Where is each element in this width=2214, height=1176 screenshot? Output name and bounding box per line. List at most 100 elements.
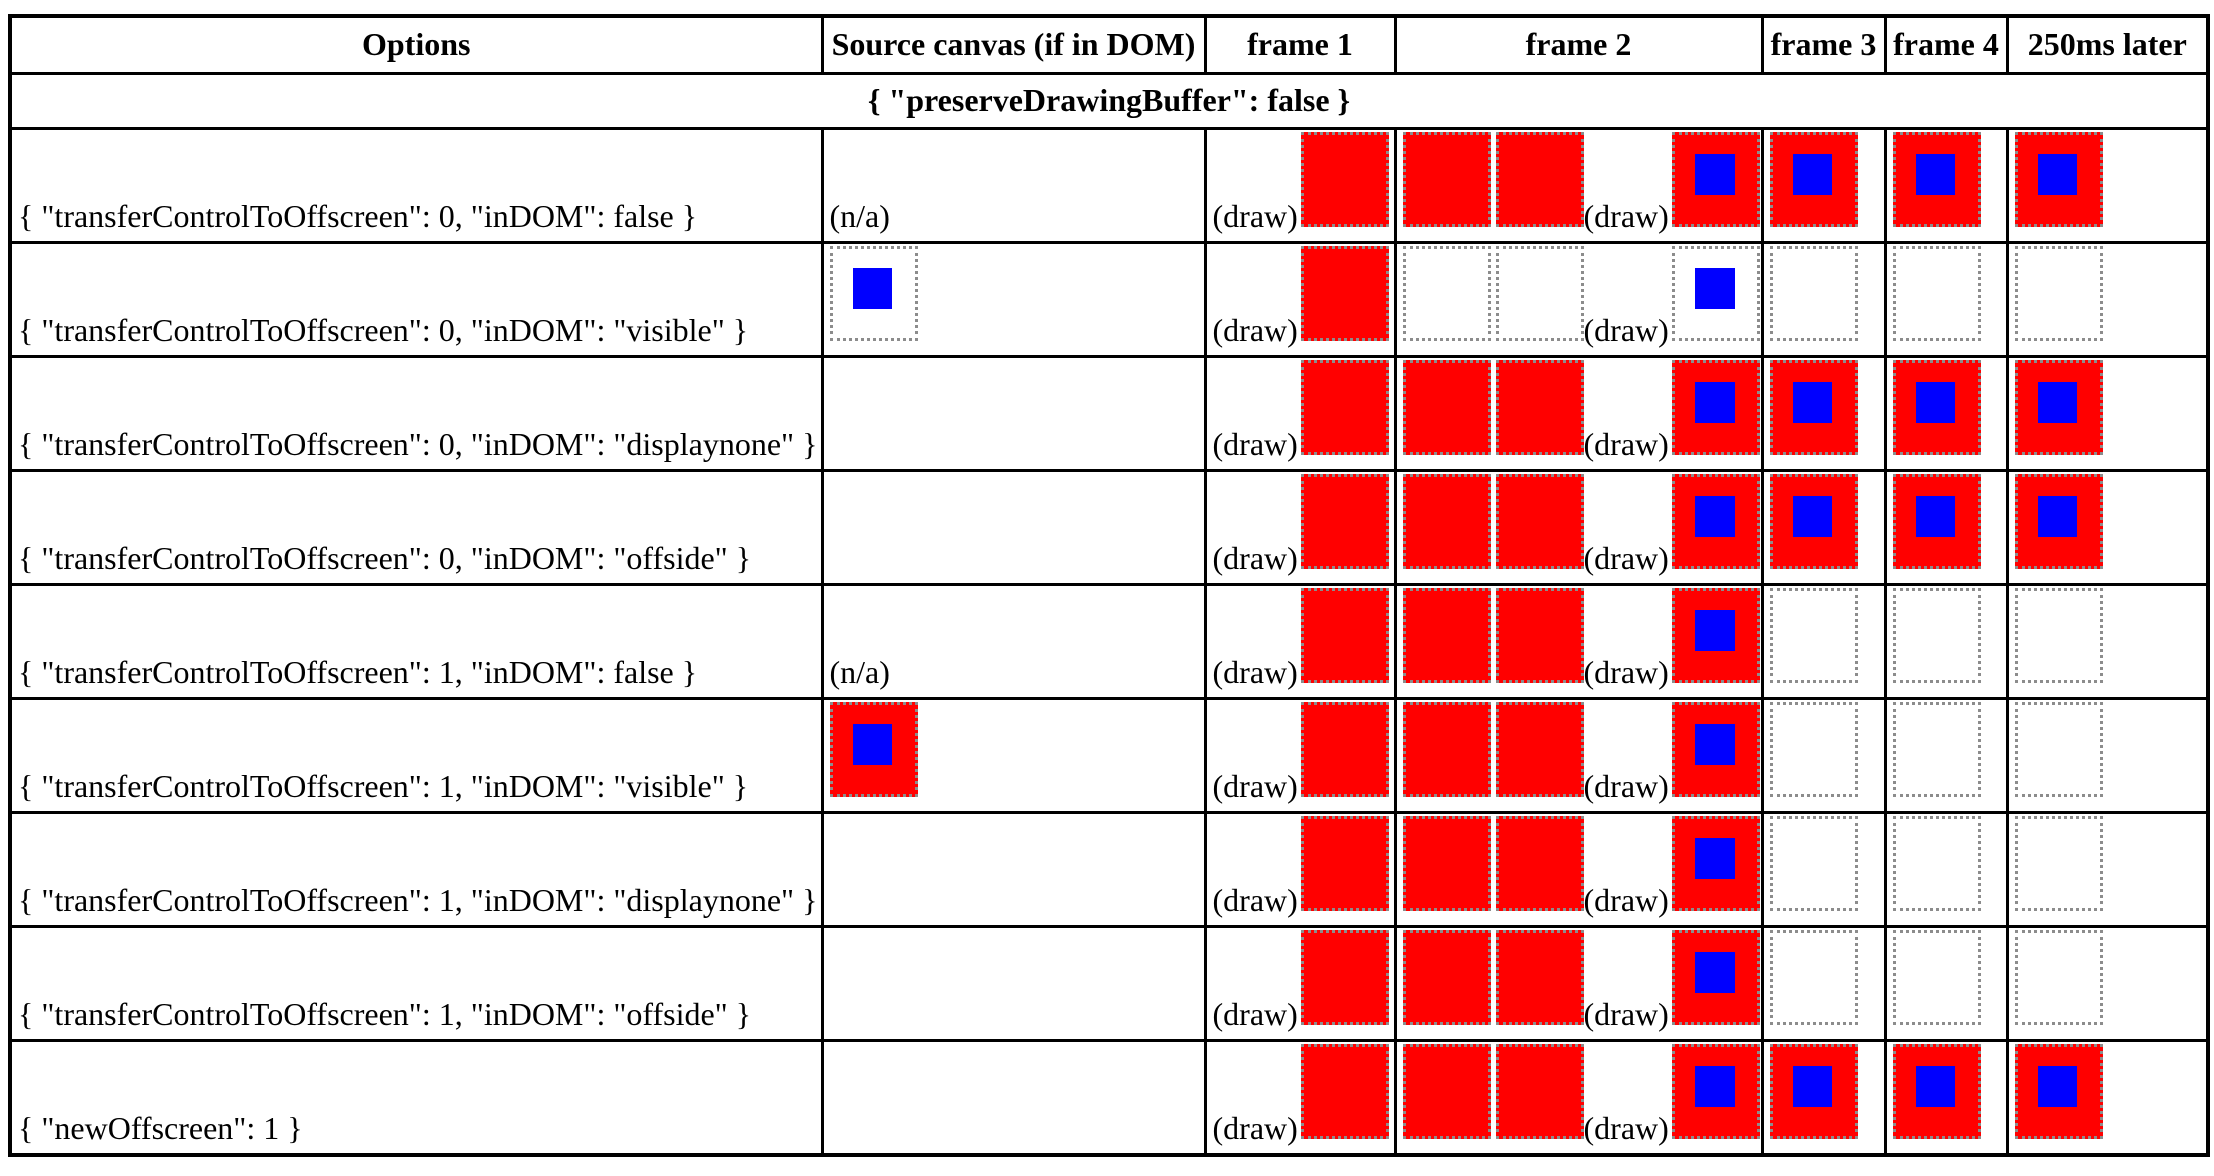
frame2-cell: (draw) [1393, 696, 1764, 814]
canvas-red-blue [1671, 929, 1759, 1025]
table-row: { "transferControlToOffscreen": 1, "inDO… [8, 810, 2210, 928]
canvas-red [1495, 131, 1584, 227]
canvas-red [1402, 473, 1491, 569]
blue-square [1695, 724, 1735, 766]
later-cell [2005, 582, 2210, 700]
options-cell: { "transferControlToOffscreen": 0, "inDO… [8, 354, 824, 472]
blue-square [1695, 1066, 1735, 1108]
canvas-red [1402, 929, 1491, 1025]
draw-label: (draw) [1583, 539, 1669, 576]
canvas-red-blue [1892, 359, 1981, 455]
frame3-cell [1760, 126, 1887, 244]
table-row: { "transferControlToOffscreen": 1, "inDO… [8, 582, 2210, 700]
canvas-white-blue [829, 245, 918, 341]
column-header-options: Options [8, 14, 824, 75]
canvas-red-blue [2014, 359, 2103, 455]
canvas-red-blue [1769, 473, 1858, 569]
canvas-red-blue [1671, 701, 1759, 797]
frame1-cell: (draw) [1203, 354, 1397, 472]
canvas-red-blue [1671, 1043, 1759, 1139]
canvas-red [1495, 815, 1584, 911]
canvas-red [1402, 359, 1491, 455]
blue-square [1916, 382, 1956, 424]
later-cell [2005, 354, 2210, 472]
canvas-red [1300, 587, 1389, 683]
later-cell [2005, 696, 2210, 814]
canvas-red [1300, 929, 1389, 1025]
frame4-cell [1883, 468, 2009, 586]
draw-label: (draw) [1212, 881, 1298, 918]
canvas-white [1892, 701, 1981, 797]
source-cell: (n/a) [820, 126, 1207, 244]
canvas-red [1495, 1043, 1584, 1139]
source-cell [820, 696, 1207, 814]
canvas-white [1769, 929, 1858, 1025]
frame1-cell: (draw) [1203, 126, 1397, 244]
frame4-cell [1883, 126, 2009, 244]
canvas-red [1495, 701, 1584, 797]
column-header-frame3: frame 3 [1760, 14, 1887, 75]
canvas-white [1769, 815, 1858, 911]
canvas-white [1769, 701, 1858, 797]
canvas-red-blue [1769, 131, 1858, 227]
blue-square [2038, 1066, 2078, 1108]
frame2-cell: (draw) [1393, 240, 1764, 358]
frame3-cell [1760, 810, 1887, 928]
canvas-red [1300, 1043, 1389, 1139]
draw-label: (draw) [1212, 197, 1298, 234]
canvas-red [1402, 131, 1491, 227]
column-header-source-canvas: Source canvas (if in DOM) [820, 14, 1207, 75]
blue-square [1793, 496, 1833, 538]
options-cell: { "transferControlToOffscreen": 0, "inDO… [8, 126, 824, 244]
table-row: { "transferControlToOffscreen": 0, "inDO… [8, 240, 2210, 358]
blue-square [1793, 1066, 1833, 1108]
frame3-cell [1760, 354, 1887, 472]
canvas-red [1495, 359, 1584, 455]
canvas-white [1769, 587, 1858, 683]
draw-label: (draw) [1583, 197, 1669, 234]
draw-label: (draw) [1583, 653, 1669, 690]
frame4-cell [1883, 354, 2009, 472]
frame2-cell: (draw) [1393, 582, 1764, 700]
canvas-white [2014, 815, 2103, 911]
table-row: { "transferControlToOffscreen": 1, "inDO… [8, 924, 2210, 1042]
canvas-white [1892, 929, 1981, 1025]
table-row: { "newOffscreen": 1 } (draw) (draw) [8, 1038, 2210, 1156]
results-body: { "preserveDrawingBuffer": false } { "tr… [8, 71, 2210, 1156]
canvas-red-blue [2014, 1043, 2103, 1139]
blue-square [2038, 496, 2078, 538]
canvas-red [1300, 815, 1389, 911]
frame1-cell: (draw) [1203, 468, 1397, 586]
column-header-250ms-later: 250ms later [2005, 14, 2210, 75]
draw-label: (draw) [1212, 1109, 1298, 1146]
canvas-red [1402, 587, 1491, 683]
frame3-cell [1760, 468, 1887, 586]
frame3-cell [1760, 924, 1887, 1042]
header-row: Options Source canvas (if in DOM) frame … [8, 14, 2210, 75]
canvas-red-blue [829, 701, 918, 797]
blue-square [1793, 154, 1833, 196]
na-label: (n/a) [829, 653, 890, 690]
frame1-cell: (draw) [1203, 696, 1397, 814]
canvas-red-blue [1671, 131, 1759, 227]
frame4-cell [1883, 924, 2009, 1042]
frame1-cell: (draw) [1203, 924, 1397, 1042]
frame4-cell [1883, 582, 2009, 700]
blue-square [853, 268, 893, 310]
source-cell [820, 1038, 1207, 1156]
frame1-cell: (draw) [1203, 240, 1397, 358]
draw-label: (draw) [1583, 311, 1669, 348]
draw-label: (draw) [1583, 767, 1669, 804]
canvas-white [1769, 245, 1858, 341]
frame1-cell: (draw) [1203, 810, 1397, 928]
options-cell: { "transferControlToOffscreen": 1, "inDO… [8, 924, 824, 1042]
blue-square [853, 724, 893, 766]
source-cell [820, 354, 1207, 472]
canvas-red [1495, 587, 1584, 683]
canvas-red-blue [1892, 131, 1981, 227]
options-cell: { "transferControlToOffscreen": 1, "inDO… [8, 810, 824, 928]
blue-square [1695, 610, 1735, 652]
canvas-white [2014, 701, 2103, 797]
source-cell [820, 810, 1207, 928]
column-header-frame2: frame 2 [1393, 14, 1764, 75]
